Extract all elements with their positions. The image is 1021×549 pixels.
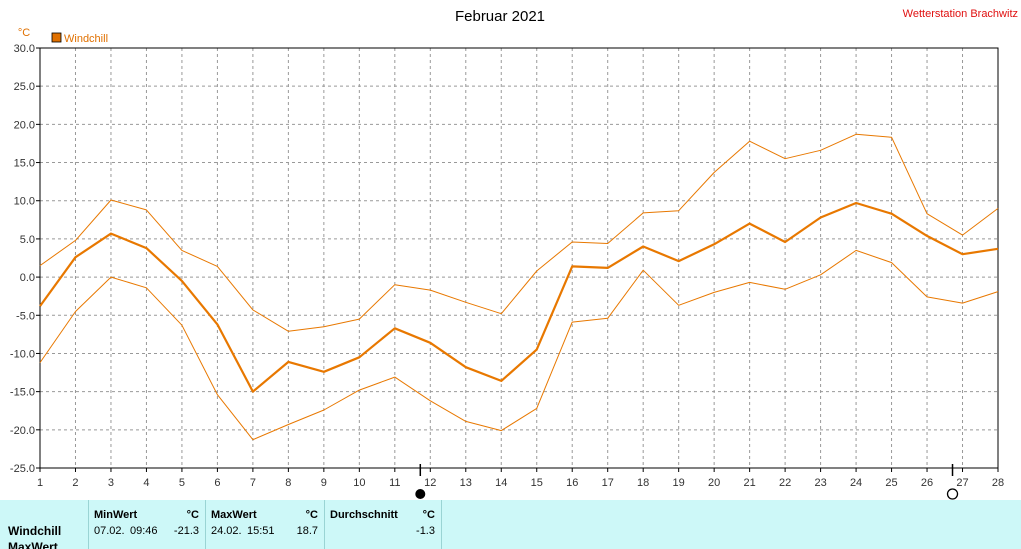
stat-min-col: MinWert °C 07.02. 09:46 -21.3	[89, 500, 206, 549]
x-tick-label: 12	[424, 477, 436, 489]
chart-title: Februar 2021	[455, 8, 545, 25]
legend-label: Windchill	[64, 33, 108, 45]
x-tick-label: 8	[285, 477, 291, 489]
stats-panel: Windchill MaxWert MinWert °C 07.02. 09:4…	[0, 500, 1021, 549]
stat-avg-unit: °C	[422, 509, 435, 521]
y-axis-unit: °C	[18, 27, 30, 39]
y-tick-label: -15.0	[10, 387, 35, 399]
stat-max-time: 15:51	[247, 525, 275, 537]
x-tick-label: 3	[108, 477, 114, 489]
series	[39, 133, 999, 441]
x-tick-label: 25	[885, 477, 897, 489]
x-tick-label: 13	[460, 477, 472, 489]
stat-max-header: MaxWert	[211, 509, 257, 521]
grid	[40, 48, 998, 468]
x-tick-label: 24	[850, 477, 862, 489]
stat-min-time: 09:46	[130, 525, 158, 537]
y-tick-label: 0.0	[20, 272, 35, 284]
stat-min-value: -21.3	[173, 525, 199, 537]
series-line-min	[39, 249, 999, 441]
axes: -25.0 -20.0 -15.0 -10.0 -5.0 0.0 5.0 10.0 15.0 20…	[10, 43, 1004, 489]
y-tick-label: -5.0	[16, 310, 35, 322]
new-moon-icon	[415, 489, 426, 499]
full-moon-icon	[946, 488, 959, 500]
x-tick-label: 6	[214, 477, 220, 489]
y-tick-label: -20.0	[10, 425, 35, 437]
x-tick-label: 16	[566, 477, 578, 489]
y-tick-label: 10.0	[14, 196, 35, 208]
stat-min-date: 07.02.	[94, 525, 125, 537]
stats-row-label-2: MaxWert	[8, 540, 58, 549]
y-tick-label: 25.0	[14, 81, 35, 93]
x-tick-label: 5	[179, 477, 185, 489]
x-tick-label: 20	[708, 477, 720, 489]
station-name: Wetterstation Brachwitz	[903, 8, 1018, 20]
stat-avg-col: Durchschnitt °C -1.3	[325, 500, 442, 549]
series-line-mean	[39, 201, 999, 393]
series-line-max	[39, 133, 999, 332]
x-tick-label: 21	[744, 477, 756, 489]
stat-max-unit: °C	[305, 509, 318, 521]
x-tick-label: 4	[143, 477, 149, 489]
stats-row-label: Windchill	[8, 524, 62, 538]
x-tick-label: 18	[637, 477, 649, 489]
stat-max-col: MaxWert °C 24.02. 15:51 18.7	[206, 500, 325, 549]
y-tick-label: 30.0	[14, 43, 35, 55]
stat-min-header: MinWert	[94, 509, 138, 521]
x-tick-label: 7	[250, 477, 256, 489]
stat-avg-header: Durchschnitt	[330, 509, 398, 521]
y-tick-label: -10.0	[10, 348, 35, 360]
y-tick-label: -25.0	[10, 463, 35, 475]
x-tick-label: 17	[602, 477, 614, 489]
stat-min	[0, 500, 89, 549]
x-tick-label: 1	[37, 477, 43, 489]
x-tick-label: 9	[321, 477, 327, 489]
x-tick-label: 15	[531, 477, 543, 489]
chart: Februar 2021 Wetterstation Brachwitz °C …	[10, 8, 1018, 500]
x-tick-label: 28	[992, 477, 1004, 489]
y-tick-label: 20.0	[14, 119, 35, 131]
x-tick-label: 27	[956, 477, 968, 489]
x-tick-label: 14	[495, 477, 507, 489]
stat-max-date: 24.02.	[211, 525, 242, 537]
x-tick-label: 26	[921, 477, 933, 489]
stat-max-value: 18.7	[296, 525, 318, 537]
x-tick-label: 22	[779, 477, 791, 489]
x-tick-label: 19	[673, 477, 685, 489]
x-tick-label: 11	[389, 477, 400, 489]
x-tick-label: 10	[353, 477, 365, 489]
y-tick-label: 15.0	[14, 158, 35, 170]
moon-markers	[415, 464, 959, 500]
x-tick-label: 23	[814, 477, 826, 489]
legend-swatch	[51, 32, 62, 43]
y-tick-label: 5.0	[20, 234, 35, 246]
stat-min-unit: °C	[186, 509, 199, 521]
plot-frame	[39, 47, 999, 469]
stat-avg-value: -1.3	[416, 525, 435, 537]
x-tick-label: 2	[72, 477, 78, 489]
